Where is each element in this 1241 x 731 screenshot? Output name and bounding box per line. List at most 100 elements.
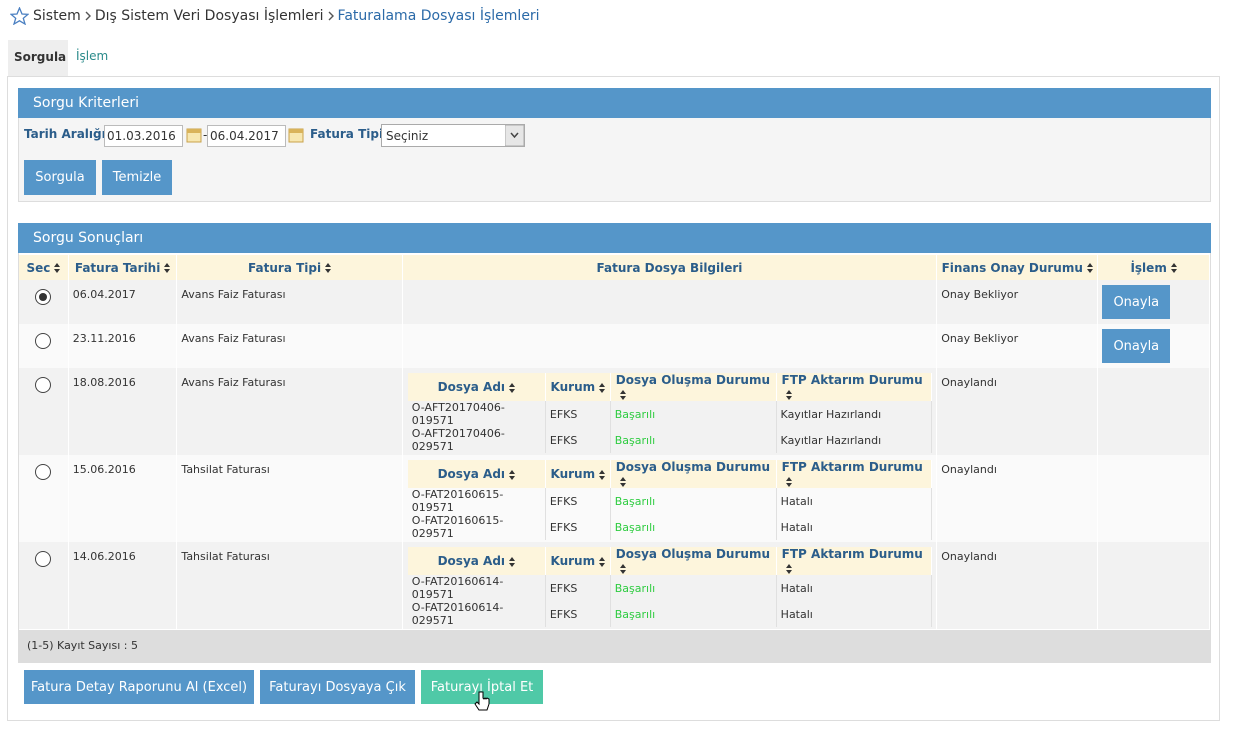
file-column-header-text: Dosya Adı [437, 380, 506, 394]
breadcrumb-item[interactable]: Faturalama Dosyası İşlemleri [337, 8, 540, 24]
select-arrow[interactable] [505, 125, 524, 146]
cell: Onaylandı [936, 455, 1099, 542]
cell: Onay Bekliyor [936, 324, 1099, 368]
file-column-header-text: Kurum [550, 554, 596, 568]
cell [402, 280, 938, 324]
sort-icon [785, 389, 792, 400]
button[interactable]: Temizle [102, 160, 172, 195]
button[interactable]: Sorgula [24, 160, 96, 195]
cell [19, 368, 69, 455]
radio[interactable] [34, 332, 52, 350]
breadcrumb-item[interactable]: Sistem [33, 8, 81, 24]
breadcrumb-item[interactable]: Dış Sistem Veri Dosyası İşlemleri [94, 8, 324, 24]
date-input[interactable]: 01.03.2016 [104, 125, 183, 147]
radio[interactable] [34, 288, 52, 306]
button[interactable]: Onayla [1102, 285, 1171, 319]
calendar-icon[interactable] [288, 127, 304, 143]
column-header-text: Fatura Dosya Bilgileri [596, 260, 743, 275]
cell: 06.04.2017 [68, 280, 178, 324]
file-cell: O-FAT20160614-029571 [407, 601, 546, 627]
results-table-wrap: Sec Fatura Tarihi Fatura Tipi Fatura Dosya … [19, 255, 1210, 629]
cell: Tahsilat Faturası [176, 455, 403, 542]
result-row: 15.06.2016 Tahsilat Faturası Dosya Adı Kuru… [19, 455, 1210, 542]
file-column-header-text: Dosya Oluşma Durumu [615, 460, 770, 474]
tab[interactable]: İşlem [76, 49, 109, 63]
separator: - [203, 128, 208, 142]
column-header-text: İşlem [1130, 260, 1167, 275]
file-table: Dosya Adı Kurum Dosya Oluşma Durumu FTP Akt… [407, 460, 933, 540]
file-column-header: Dosya Adı [407, 460, 546, 488]
result-row: 18.08.2016 Avans Faiz Faturası Dosya Adı Ku… [19, 368, 1210, 455]
results-table: Sec Fatura Tarihi Fatura Tipi Fatura Dosya … [19, 255, 1210, 629]
cell [402, 324, 938, 368]
file-column-header: Dosya Oluşma Durumu [610, 547, 777, 575]
sort-icon [619, 389, 626, 400]
column-header: Sec [19, 255, 69, 280]
file-cell: Hatalı [776, 575, 933, 601]
radio[interactable] [34, 550, 52, 568]
file-column-header-text: Dosya Oluşma Durumu [615, 373, 770, 387]
calendar-icon[interactable] [186, 127, 202, 143]
file-cell: EFKS [545, 401, 611, 427]
breadcrumb: Sistem Dış Sistem Veri Dosyası İşlemleri F… [33, 7, 540, 25]
cell: Avans Faiz Faturası [176, 324, 403, 368]
file-cell: EFKS [545, 601, 611, 627]
sort-icon [619, 563, 626, 574]
content-box [7, 76, 1220, 721]
button[interactable]: Fatura Detay Raporunu Al (Excel) [24, 670, 254, 704]
file-column-header: Dosya Oluşma Durumu [610, 460, 777, 488]
file-cell: Başarılı [610, 601, 777, 627]
file-column-header-text: Dosya Oluşma Durumu [615, 547, 770, 561]
file-column-header: Dosya Adı [407, 547, 546, 575]
cursor [474, 691, 490, 711]
cell [1097, 368, 1210, 455]
tab[interactable]: Sorgula [14, 50, 67, 64]
file-cell: O-AFT20170406-019571 [407, 401, 546, 427]
file-header-row: Dosya Adı Kurum Dosya Oluşma Durumu FTP Akt… [407, 460, 933, 488]
label: Tarih Aralığı [24, 127, 106, 141]
file-row: O-AFT20170406-019571 EFKS Başarılı Kayıtlar… [407, 401, 933, 427]
sort-icon [509, 469, 516, 480]
result-row: 14.06.2016 Tahsilat Faturası Dosya Adı Kuru… [19, 542, 1210, 629]
file-column-header-text: FTP Aktarım Durumu [781, 547, 923, 561]
cell: Avans Faiz Faturası [176, 280, 403, 324]
file-cell: Hatalı [776, 601, 933, 627]
cell: Dosya Adı Kurum Dosya Oluşma Durumu FTP Akt… [402, 455, 938, 542]
label: Fatura Tipi [310, 127, 384, 141]
date-input[interactable]: 06.04.2017 [207, 125, 286, 147]
file-cell: O-FAT20160615-019571 [407, 488, 546, 514]
cell [19, 455, 69, 542]
sort-icon [599, 556, 606, 567]
cell: Onay Bekliyor [936, 280, 1099, 324]
radio[interactable] [34, 463, 52, 481]
button[interactable]: Faturayı Dosyaya Çık [260, 670, 415, 704]
file-cell: Başarılı [610, 575, 777, 601]
file-header-row: Dosya Adı Kurum Dosya Oluşma Durumu FTP Akt… [407, 373, 933, 401]
radio[interactable] [34, 376, 52, 394]
file-table: Dosya Adı Kurum Dosya Oluşma Durumu FTP Akt… [407, 547, 933, 627]
star-icon[interactable] [10, 7, 29, 25]
cell: 23.11.2016 [68, 324, 178, 368]
file-cell: EFKS [545, 514, 611, 540]
sort-icon [785, 476, 792, 487]
column-header-text: Fatura Tarihi [74, 260, 161, 275]
footer: (1-5) Kayıt Sayısı : 5 [19, 630, 1210, 662]
file-header-row: Dosya Adı Kurum Dosya Oluşma Durumu FTP Akt… [407, 547, 933, 575]
file-cell: O-FAT20160614-019571 [407, 575, 546, 601]
select[interactable]: Seçiniz [381, 124, 525, 147]
button[interactable]: Onayla [1102, 329, 1171, 363]
cell: Dosya Adı Kurum Dosya Oluşma Durumu FTP Akt… [402, 542, 938, 629]
file-cell: Başarılı [610, 514, 777, 540]
panel-title: Sorgu Kriterleri [18, 88, 1211, 118]
result-row: 06.04.2017 Avans Faiz Faturası Onay Bekliy… [19, 280, 1210, 324]
column-header-text: Sec [26, 260, 51, 275]
file-column-header: Kurum [545, 547, 611, 575]
file-row: O-FAT20160615-029571 EFKS Başarılı Hatalı [407, 514, 933, 540]
header-row: Sec Fatura Tarihi Fatura Tipi Fatura Dosya … [19, 255, 1210, 280]
column-header: Finans Onay Durumu [936, 255, 1099, 280]
column-header: Fatura Tarihi [68, 255, 178, 280]
sort-icon [325, 263, 332, 273]
sort-icon [509, 556, 516, 567]
file-row: O-AFT20170406-029571 EFKS Başarılı Kayıtlar… [407, 427, 933, 453]
